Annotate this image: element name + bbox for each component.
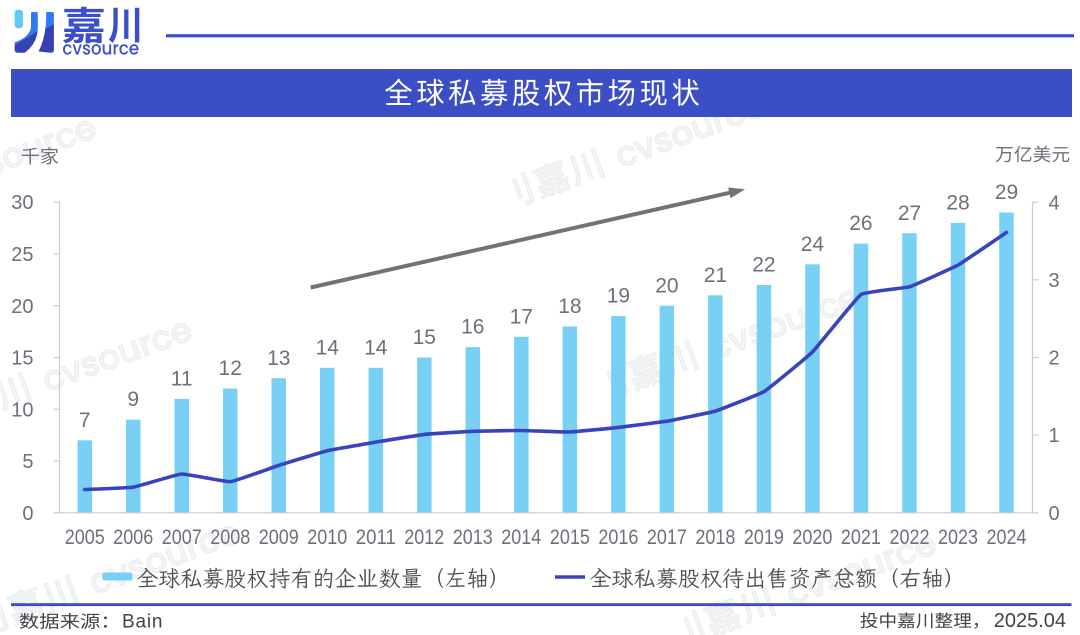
svg-text:14: 14 xyxy=(364,336,388,359)
svg-text:11: 11 xyxy=(171,368,193,391)
svg-text:16: 16 xyxy=(461,316,484,339)
svg-text:2011: 2011 xyxy=(356,526,396,549)
svg-text:2019: 2019 xyxy=(744,526,784,549)
svg-text:17: 17 xyxy=(510,305,533,328)
svg-text:3: 3 xyxy=(1049,270,1060,292)
svg-text:2023: 2023 xyxy=(938,526,978,549)
svg-text:2015: 2015 xyxy=(550,526,590,549)
svg-text:26: 26 xyxy=(849,212,872,235)
svg-text:2018: 2018 xyxy=(695,526,735,549)
svg-text:2007: 2007 xyxy=(162,526,202,549)
svg-text:27: 27 xyxy=(898,202,921,225)
svg-text:2025.04: 2025.04 xyxy=(994,610,1066,632)
svg-text:25: 25 xyxy=(11,244,33,266)
svg-text:2013: 2013 xyxy=(453,526,493,549)
svg-text:2008: 2008 xyxy=(210,526,250,549)
svg-text:0: 0 xyxy=(22,503,33,525)
svg-text:2017: 2017 xyxy=(647,526,687,549)
svg-text:2020: 2020 xyxy=(792,526,832,549)
svg-text:15: 15 xyxy=(413,326,436,349)
svg-text:22: 22 xyxy=(752,254,775,277)
svg-text:14: 14 xyxy=(316,336,340,359)
svg-text:2012: 2012 xyxy=(404,526,444,549)
svg-text:2009: 2009 xyxy=(259,526,299,549)
svg-text:2005: 2005 xyxy=(65,526,105,549)
svg-text:2010: 2010 xyxy=(307,526,347,549)
svg-text:18: 18 xyxy=(558,295,581,318)
svg-text:13: 13 xyxy=(267,347,290,370)
svg-text:2021: 2021 xyxy=(841,526,881,549)
svg-text:2022: 2022 xyxy=(890,526,930,549)
svg-text:5: 5 xyxy=(22,451,33,473)
svg-text:24: 24 xyxy=(801,233,825,256)
svg-text:9: 9 xyxy=(127,388,139,411)
svg-text:7: 7 xyxy=(79,409,91,432)
svg-text:10: 10 xyxy=(11,399,33,421)
svg-text:1: 1 xyxy=(1049,425,1060,447)
svg-text:28: 28 xyxy=(946,192,969,215)
svg-text:30: 30 xyxy=(11,192,33,214)
svg-text:2014: 2014 xyxy=(501,526,541,549)
svg-text:21: 21 xyxy=(704,264,727,287)
svg-text:20: 20 xyxy=(11,296,33,318)
svg-text:0: 0 xyxy=(1049,503,1060,525)
svg-text:20: 20 xyxy=(655,274,678,297)
svg-text:Bain: Bain xyxy=(122,612,163,633)
svg-text:29: 29 xyxy=(995,181,1018,204)
svg-text:2006: 2006 xyxy=(113,526,153,549)
svg-text:12: 12 xyxy=(219,357,242,380)
svg-text:4: 4 xyxy=(1049,192,1060,214)
svg-text:2024: 2024 xyxy=(987,526,1027,549)
svg-text:15: 15 xyxy=(11,348,33,370)
svg-text:19: 19 xyxy=(607,285,630,308)
svg-text:2016: 2016 xyxy=(598,526,638,549)
svg-text:2: 2 xyxy=(1049,348,1060,370)
